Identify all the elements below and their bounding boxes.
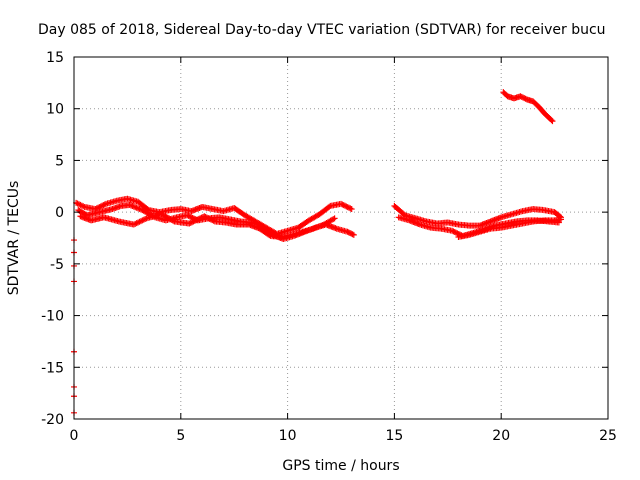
series-trace-f (455, 216, 565, 240)
data-point (454, 230, 461, 237)
data-point (190, 218, 197, 225)
data-point (451, 229, 458, 236)
x-tick-label: 25 (599, 428, 617, 444)
data-point (100, 202, 107, 209)
data-point (349, 231, 356, 238)
data-point (453, 229, 460, 236)
data-point (96, 204, 103, 211)
data-point (99, 202, 106, 209)
x-tick-label: 5 (176, 428, 185, 444)
y-tick-label: 15 (46, 50, 64, 66)
data-point (170, 217, 177, 224)
data-point (343, 203, 350, 210)
data-point (548, 117, 555, 124)
data-point (344, 204, 351, 211)
y-tick-label: -15 (41, 360, 64, 376)
data-points (71, 89, 565, 416)
data-point (207, 216, 214, 223)
data-point (347, 205, 354, 212)
data-point (209, 217, 216, 224)
data-point (187, 219, 194, 226)
data-point (206, 215, 213, 222)
axis-ticks: 0 5 10 15 20 25 -20 -15 -10 -5 0 5 10 15 (41, 50, 617, 444)
series-trace-g (500, 89, 556, 125)
data-point (202, 213, 209, 220)
series-trace-d (391, 202, 565, 229)
data-point (326, 203, 333, 210)
data-point (450, 228, 457, 235)
x-axis-label: GPS time / hours (282, 458, 399, 474)
data-point (338, 200, 344, 207)
y-tick-label: 0 (55, 205, 64, 221)
data-point (188, 214, 195, 221)
data-point (348, 206, 355, 213)
y-tick-label: -20 (41, 412, 64, 428)
data-point (203, 214, 210, 221)
data-point (185, 212, 192, 219)
grid-lines (74, 57, 608, 419)
data-point (198, 214, 205, 221)
x-tick-label: 0 (70, 428, 79, 444)
data-point (205, 215, 212, 222)
data-point (266, 232, 273, 239)
data-point (101, 201, 108, 208)
x-tick-label: 20 (492, 428, 510, 444)
plot-frame (73, 56, 609, 420)
data-point (97, 203, 104, 210)
data-point (184, 212, 191, 219)
y-tick-label: -5 (50, 257, 64, 273)
y-tick-label: -10 (41, 309, 64, 325)
series-trace-a (73, 195, 355, 237)
data-point (549, 118, 556, 125)
data-point (330, 216, 337, 223)
data-point (193, 217, 200, 224)
data-point (340, 202, 347, 209)
series-trace-c (77, 211, 338, 240)
data-point (186, 213, 193, 220)
data-point (201, 213, 208, 220)
data-point (346, 204, 353, 211)
data-point (195, 215, 202, 222)
y-tick-label: 10 (46, 102, 64, 118)
data-point (210, 217, 217, 224)
x-tick-label: 10 (279, 428, 297, 444)
data-point (191, 217, 198, 224)
y-tick-label: 5 (55, 153, 64, 169)
data-point (449, 227, 456, 234)
chart-title: Day 085 of 2018, Sidereal Day-to-day VTE… (38, 22, 606, 38)
data-point (189, 219, 196, 226)
data-point (342, 202, 349, 209)
x-tick-label: 15 (385, 428, 403, 444)
data-point (339, 201, 346, 208)
data-point (558, 216, 565, 223)
data-point (197, 215, 204, 222)
data-point (350, 231, 357, 238)
data-point (186, 220, 193, 227)
data-point (331, 215, 338, 222)
data-point (194, 216, 201, 223)
y-axis-label: SDTVAR / TECUs (6, 181, 22, 296)
